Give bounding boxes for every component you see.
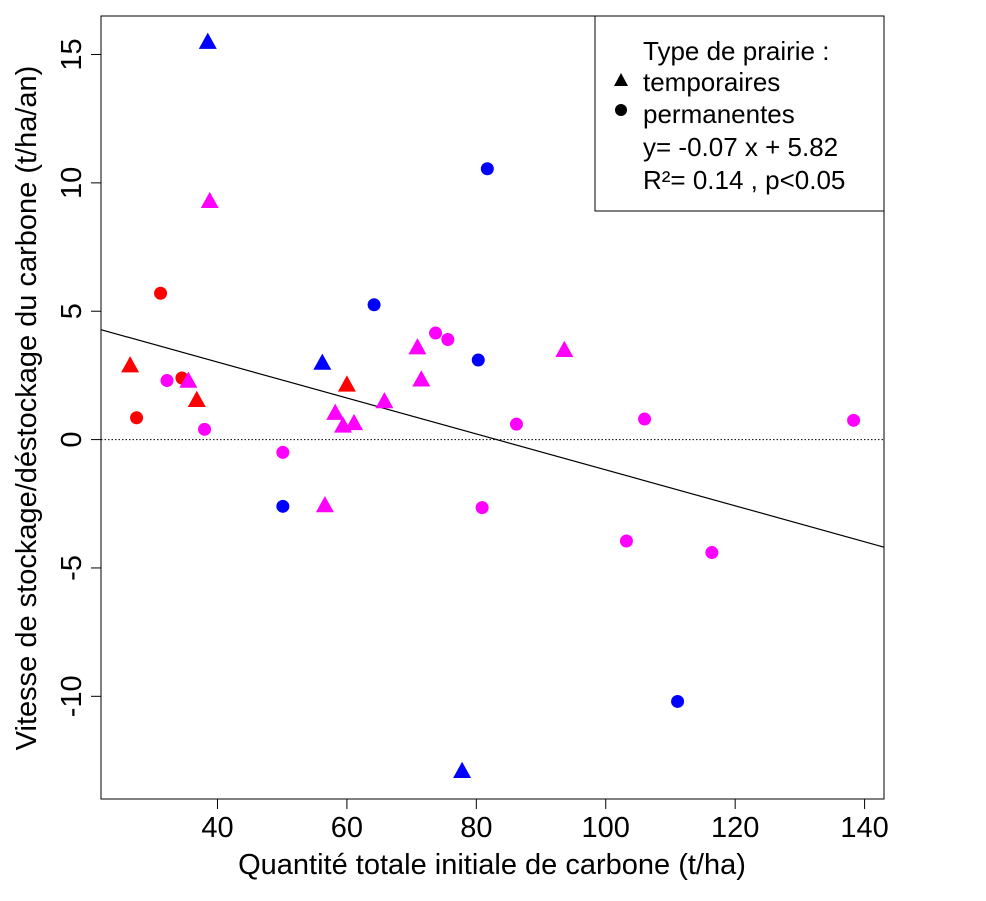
data-point-circle: [160, 374, 174, 388]
data-point-circle: [638, 412, 652, 426]
x-tick-label: 120: [711, 812, 759, 844]
data-point-triangle: [412, 370, 431, 387]
x-tick-label: 40: [201, 812, 233, 844]
regression-line: [100, 329, 885, 548]
legend: Type de prairie : temporaires permanente…: [594, 15, 885, 212]
data-point-circle: [276, 499, 290, 513]
data-point-circle: [276, 445, 290, 459]
x-tick-label: 80: [460, 812, 492, 844]
data-point-triangle: [187, 390, 206, 407]
legend-item-temporaires: temporaires: [643, 67, 780, 97]
y-tick-label: 10: [56, 167, 88, 199]
legend-triangle-marker: [614, 73, 628, 86]
y-tick-label: 15: [56, 38, 88, 70]
data-point-triangle: [408, 338, 427, 355]
data-point-circle: [509, 417, 523, 431]
data-point-circle: [475, 501, 489, 515]
legend-circle-marker: [615, 104, 627, 116]
x-axis-label: Quantité totale initiale de carbone (t/h…: [238, 849, 746, 881]
data-point-circle: [367, 298, 381, 312]
x-tick-label: 140: [840, 812, 888, 844]
x-tick-label: 60: [331, 812, 363, 844]
data-point-circle: [671, 694, 685, 708]
y-tick-label: 0: [56, 432, 88, 448]
data-point-triangle: [198, 32, 217, 49]
x-tick-label: 100: [582, 812, 630, 844]
legend-title: Type de prairie :: [643, 36, 829, 66]
plot-layer: 40 60 80 100 120 140 -10 -5 0 5 10 15: [56, 15, 889, 844]
data-point-circle: [130, 411, 144, 425]
data-point-circle: [429, 326, 443, 340]
data-point-circle: [154, 286, 168, 300]
data-point-circle: [471, 353, 485, 367]
data-point-triangle: [315, 496, 334, 513]
data-point-triangle: [453, 761, 472, 778]
data-point-triangle: [375, 392, 394, 409]
data-point-circle: [198, 422, 212, 436]
data-point-triangle: [179, 371, 198, 388]
data-point-triangle: [200, 191, 219, 209]
y-axis-label: Vitesse de stockage/déstockage du carbon…: [11, 66, 43, 751]
legend-item-permanentes: permanentes: [643, 99, 795, 129]
plot-frame: [100, 15, 885, 800]
y-tick-label: -10: [56, 675, 88, 717]
data-point-triangle: [337, 375, 356, 392]
data-point-circle: [441, 332, 455, 346]
legend-box: [594, 15, 885, 212]
data-point-triangle: [121, 356, 140, 373]
legend-r2: R²= 0.14 , p<0.05: [643, 165, 845, 195]
data-point-circle: [480, 162, 494, 176]
data-point-circle: [847, 413, 861, 427]
data-point-circle: [619, 534, 633, 548]
data-point-triangle: [555, 340, 574, 357]
data-point-circle: [705, 546, 719, 560]
legend-equation: y= -0.07 x + 5.82: [643, 132, 838, 162]
data-point-triangle: [313, 353, 332, 370]
y-tick-label: 5: [56, 303, 88, 319]
data-point-triangle: [326, 403, 345, 420]
data-point-triangle: [345, 413, 364, 431]
y-tick-label: -5: [56, 555, 88, 581]
